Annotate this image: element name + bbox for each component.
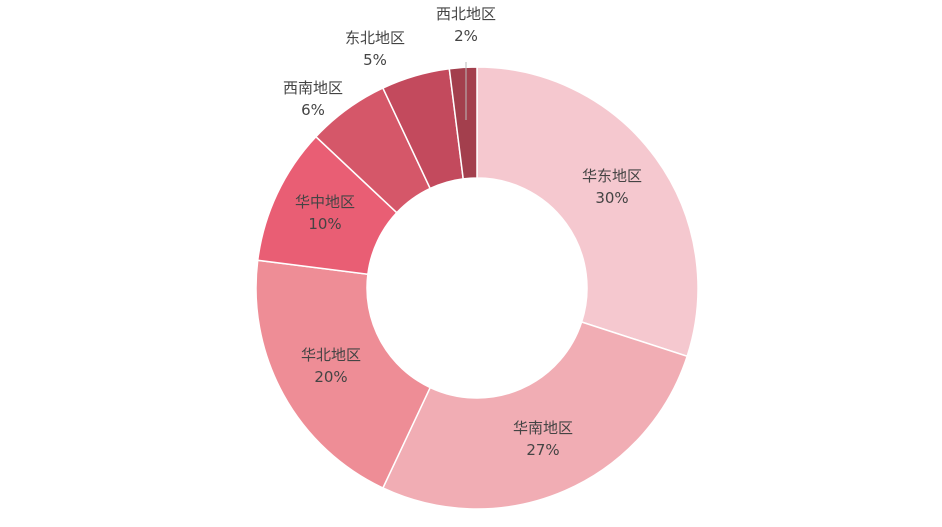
slice-value-label: 20% [314, 368, 347, 386]
slice-label: 西南地区 [283, 79, 343, 97]
slice-label: 华中地区 [295, 193, 355, 211]
slice-label: 华东地区 [582, 167, 642, 185]
slice-label: 西北地区 [436, 5, 496, 23]
slice-value-label: 5% [363, 51, 387, 69]
slice-6[interactable] [448, 66, 478, 180]
slice-value-label: 6% [301, 101, 325, 119]
slice-0[interactable] [476, 66, 699, 358]
slice-label: 华北地区 [301, 346, 361, 364]
slice-value-label: 2% [454, 27, 478, 45]
slice-label: 东北地区 [345, 29, 405, 47]
slice-1[interactable] [381, 321, 689, 510]
slice-label: 华南地区 [513, 419, 573, 437]
slice-2[interactable] [255, 259, 432, 489]
slice-value-label: 27% [526, 441, 559, 459]
slice-value-label: 30% [595, 189, 628, 207]
slice-value-label: 10% [308, 215, 341, 233]
